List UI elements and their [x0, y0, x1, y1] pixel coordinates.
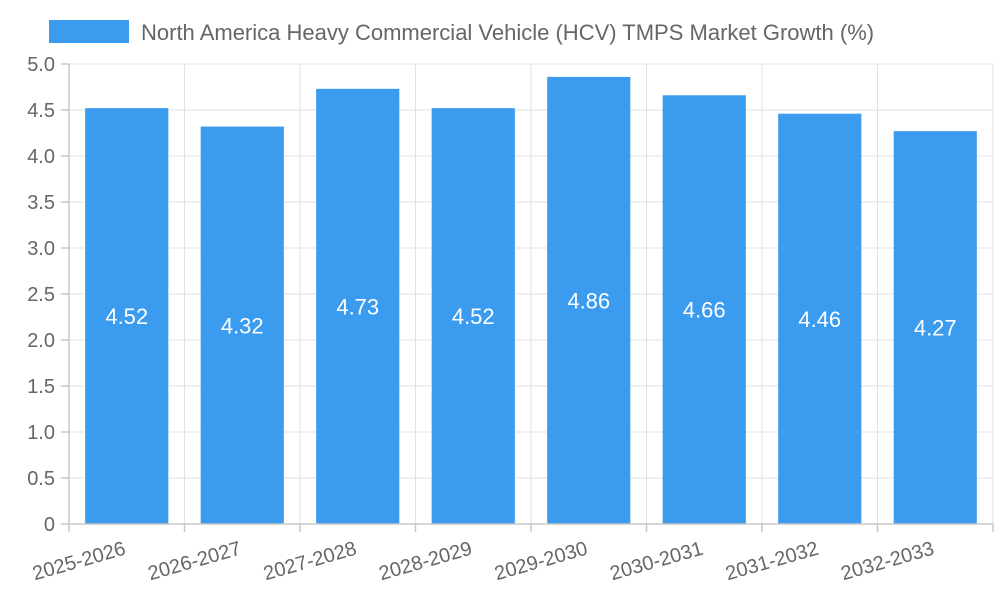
x-axis-ticks: 2025-2026 2026-2027 2027-2028 2028-2029 2029…: [30, 538, 937, 586]
x-tick-label: 2027-2028: [261, 538, 359, 586]
data-label: 4.46: [798, 307, 841, 332]
y-axis-ticks: 0 0.5 1.0 1.5 2.0 2.5 3.0 3.5 4.0 4.5 5.0: [27, 54, 55, 536]
y-tick-label: 5.0: [27, 54, 55, 76]
y-tick-label: 4.0: [27, 146, 55, 168]
y-tick-label: 3.5: [27, 192, 55, 214]
bar: [85, 108, 169, 524]
y-tick-label: 4.5: [27, 100, 55, 122]
x-tick-label: 2030-2031: [608, 538, 706, 586]
data-label: 4.27: [914, 316, 957, 341]
x-tick-label: 2032-2033: [839, 538, 937, 586]
y-tick-label: 3.0: [27, 238, 55, 260]
y-tick-label: 0: [44, 514, 55, 536]
data-label: 4.66: [683, 298, 726, 323]
data-label: 4.52: [452, 304, 495, 329]
data-labels: 4.52 4.32 4.73 4.52 4.86 4.66 4.46 4.27: [105, 288, 956, 340]
x-tick-label: 2031-2032: [723, 538, 821, 586]
legend: North America Heavy Commercial Vehicle (…: [49, 20, 874, 45]
y-tick-label: 1.5: [27, 376, 55, 398]
bar: [316, 88, 400, 524]
x-tick-label: 2026-2027: [146, 538, 244, 586]
y-tick-label: 2.0: [27, 330, 55, 352]
data-label: 4.86: [567, 288, 610, 313]
data-label: 4.32: [221, 313, 264, 338]
x-tick-label: 2028-2029: [377, 538, 475, 586]
legend-swatch: [49, 20, 129, 43]
bar: [547, 76, 631, 524]
bar: [893, 131, 977, 524]
bar: [200, 126, 284, 524]
data-label: 4.52: [105, 304, 148, 329]
bar: [778, 113, 862, 525]
x-tick-label: 2029-2030: [492, 538, 590, 586]
y-tick-label: 2.5: [27, 284, 55, 306]
y-tick-label: 1.0: [27, 422, 55, 444]
y-tick-label: 0.5: [27, 468, 55, 490]
axes: [61, 63, 994, 532]
bars: [85, 76, 977, 525]
x-tick-label: 2025-2026: [30, 538, 128, 586]
bar: [662, 95, 746, 524]
bar: [431, 108, 515, 524]
data-label: 4.73: [336, 294, 379, 319]
legend-label: North America Heavy Commercial Vehicle (…: [141, 20, 874, 45]
